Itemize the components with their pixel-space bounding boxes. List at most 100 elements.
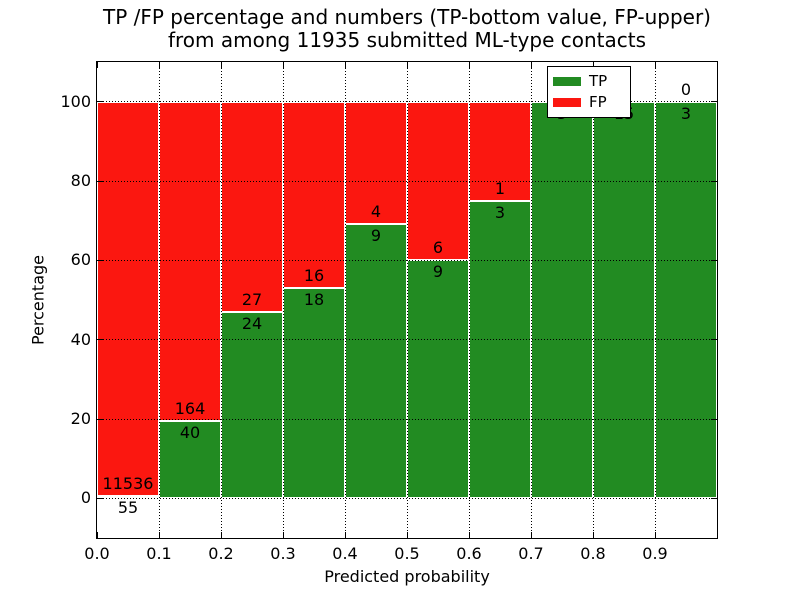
x-gridline xyxy=(468,62,470,538)
tp-count-label: 3 xyxy=(680,103,692,123)
x-tick-mark xyxy=(530,532,532,538)
y-tick-mark xyxy=(97,101,103,103)
x-tick-label: 0.7 xyxy=(518,544,544,563)
y-tick-mark xyxy=(97,339,103,341)
chart-title-line2: from among 11935 submitted ML-type conta… xyxy=(167,28,647,52)
bar-tp-segment xyxy=(469,200,531,499)
bar-fp-segment xyxy=(345,101,407,224)
x-tick-mark-top xyxy=(220,62,222,68)
x-tick-label: 0.4 xyxy=(332,544,358,563)
x-tick-mark xyxy=(220,532,222,538)
legend-label-tp: TP xyxy=(589,72,608,90)
tp-count-label: 3 xyxy=(494,202,506,222)
legend: TP FP xyxy=(547,66,631,118)
x-tick-mark-top xyxy=(97,62,98,68)
x-tick-mark xyxy=(468,532,470,538)
x-tick-mark-top xyxy=(344,62,346,68)
x-tick-mark-top xyxy=(654,62,656,68)
y-tick-label: 100 xyxy=(60,91,91,111)
y-tick-label: 80 xyxy=(70,171,91,190)
x-tick-label: 0.5 xyxy=(394,544,420,563)
tp-count-label: 9 xyxy=(370,225,382,245)
legend-swatch-tp xyxy=(553,77,581,86)
y-tick-mark-right xyxy=(711,418,717,420)
x-gridline xyxy=(530,62,532,538)
x-tick-label: 0.3 xyxy=(270,544,296,563)
y-tick-mark xyxy=(97,497,103,499)
bar-tp-segment xyxy=(159,420,221,499)
x-tick-mark xyxy=(654,532,656,538)
fp-count-label: 164 xyxy=(174,398,206,418)
x-tick-label: 0.8 xyxy=(580,544,606,563)
x-tick-mark-top xyxy=(282,62,284,68)
fp-count-label: 27 xyxy=(241,289,263,309)
x-tick-mark xyxy=(344,532,346,538)
x-tick-label: 0.2 xyxy=(208,544,234,563)
x-tick-mark xyxy=(282,532,284,538)
x-gridline xyxy=(158,62,160,538)
x-tick-label: 0.9 xyxy=(642,544,668,563)
bar-tp-segment xyxy=(593,101,655,499)
y-tick-mark-right xyxy=(711,339,717,341)
bar-tp-segment xyxy=(407,260,469,499)
bar-fp-segment xyxy=(221,101,283,312)
x-tick-mark-top xyxy=(468,62,470,68)
fp-count-label: 11536 xyxy=(102,474,154,494)
legend-item: TP xyxy=(553,71,625,92)
fp-count-label: 1 xyxy=(494,178,506,198)
x-tick-mark-top xyxy=(530,62,532,68)
fp-count-label: 6 xyxy=(432,238,444,258)
y-tick-mark xyxy=(97,259,103,261)
tp-count-label: 40 xyxy=(179,422,201,442)
y-tick-mark-right xyxy=(711,259,717,261)
bar-fp-segment xyxy=(159,101,221,421)
legend-label-fp: FP xyxy=(589,93,607,111)
tp-count-label: 55 xyxy=(117,498,139,518)
y-tick-label: 40 xyxy=(70,329,91,349)
x-tick-label: 0.0 xyxy=(84,544,110,563)
y-tick-mark-right xyxy=(711,180,717,182)
tp-count-label: 24 xyxy=(241,313,263,333)
y-tick-mark-right xyxy=(711,101,717,103)
x-tick-mark xyxy=(406,532,408,538)
y-tick-mark-right xyxy=(711,497,717,499)
bar-tp-segment xyxy=(221,311,283,499)
y-tick-label: 0 xyxy=(80,488,91,508)
fp-count-label: 16 xyxy=(303,266,325,286)
legend-swatch-fp xyxy=(553,98,581,107)
x-tick-mark-top xyxy=(158,62,160,68)
y-tick-mark xyxy=(97,180,103,182)
tp-count-label: 18 xyxy=(303,290,325,310)
x-gridline xyxy=(344,62,346,538)
x-gridline xyxy=(654,62,656,538)
x-tick-mark xyxy=(592,532,594,538)
x-tick-label: 0.6 xyxy=(456,544,482,563)
x-tick-label: 0.1 xyxy=(146,544,172,563)
y-tick-label: 60 xyxy=(70,250,91,270)
bar-tp-segment xyxy=(283,288,345,499)
plot-area: 115365516440272416184969130501503 xyxy=(96,61,718,539)
chart-title-line1: TP /FP percentage and numbers (TP-bottom… xyxy=(103,5,711,29)
y-tick-mark xyxy=(97,418,103,420)
x-tick-mark-top xyxy=(406,62,408,68)
fp-count-label: 0 xyxy=(680,79,692,99)
legend-item: FP xyxy=(553,92,625,113)
x-gridline xyxy=(592,62,594,538)
x-gridline xyxy=(406,62,408,538)
x-axis-label: Predicted probability xyxy=(324,567,490,586)
bar-fp-segment xyxy=(283,101,345,289)
x-gridline xyxy=(220,62,222,538)
bar-tp-segment xyxy=(531,101,593,499)
x-tick-mark xyxy=(158,532,160,538)
fp-count-label: 4 xyxy=(370,201,382,221)
bar-fp-segment xyxy=(469,101,531,201)
y-tick-label: 20 xyxy=(70,409,91,428)
bar-fp-segment xyxy=(97,101,159,497)
x-gridline xyxy=(282,62,284,538)
tp-count-label: 9 xyxy=(432,262,444,282)
x-tick-mark xyxy=(97,532,98,538)
bar-tp-segment xyxy=(655,101,717,499)
x-tick-mark-top xyxy=(592,62,594,68)
bar-tp-segment xyxy=(345,223,407,499)
